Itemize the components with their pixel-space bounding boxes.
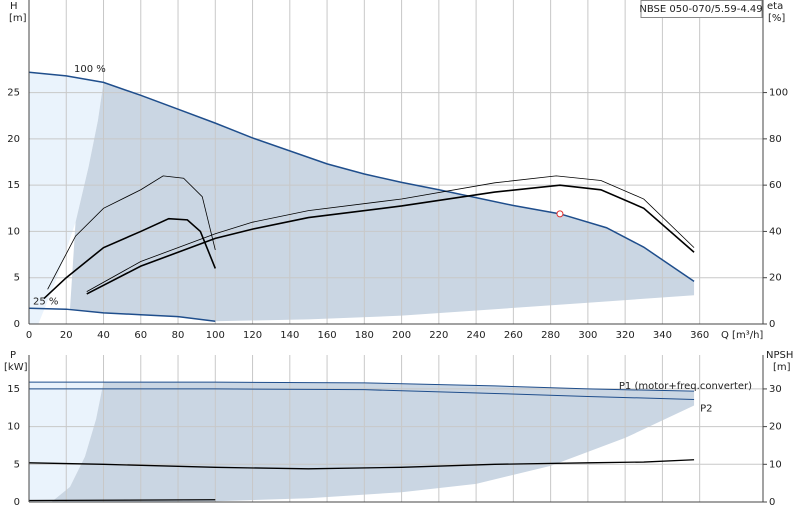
x-tick-label: 280 (541, 330, 560, 341)
y-tick-label: 25 (7, 88, 20, 99)
y2-tick-label: 60 (769, 180, 782, 191)
x-tick-label: 0 (26, 330, 32, 341)
curve (43, 217, 217, 300)
curve (86, 184, 695, 295)
y2-axis-label: NPSH (766, 350, 793, 361)
plot: P1 (motor+freq.converter) P2 0 5 10 15 0 10 20 30 (7, 355, 782, 508)
y2-axis-label: eta (767, 1, 783, 12)
y-tick-label: 15 (7, 180, 20, 191)
curve (29, 381, 695, 392)
x-tick-label: 200 (392, 330, 411, 341)
curve (29, 388, 695, 400)
y2-tick-label: 10 (769, 459, 782, 470)
x-tick-label: 20 (60, 330, 73, 341)
y-tick-label: 10 (7, 422, 20, 433)
x-tick-label: 100 (206, 330, 225, 341)
y-tick-label: 15 (7, 384, 20, 395)
y2-axis-unit: [m] (773, 362, 791, 373)
duty-point (556, 210, 564, 218)
title-box (640, 0, 763, 18)
y2-tick-label: 40 (769, 226, 782, 237)
y-axis-unit: [kW] (4, 362, 28, 373)
curve (28, 499, 216, 502)
x-tick-label: 260 (504, 330, 523, 341)
x-tick-label: 300 (578, 330, 597, 341)
area (51, 382, 695, 502)
x-tick-label: 120 (243, 330, 262, 341)
y2-tick-label: 0 (769, 497, 775, 508)
x-tick-label: 360 (690, 330, 709, 341)
curve (47, 175, 216, 290)
y-tick-label: 5 (14, 459, 20, 470)
y2-tick-label: 0 (769, 319, 775, 330)
y-axis-label: P (10, 350, 16, 361)
x-tick-label: 240 (467, 330, 486, 341)
curve-label: P1 (motor+freq.converter) (619, 381, 752, 392)
y-tick-label: 5 (14, 273, 20, 284)
y-tick-label: 0 (14, 497, 20, 508)
y-tick-label: 20 (7, 134, 20, 145)
x-tick-label: 320 (616, 330, 635, 341)
curve (86, 175, 695, 292)
y2-tick-label: 80 (769, 134, 782, 145)
x-tick-label: 80 (172, 330, 185, 341)
chart-title: NBSE 050-070/5.59-4.49 (639, 4, 762, 15)
curve (28, 459, 695, 470)
plot: 100 % 25 % 0 5 10 15 20 25 0 20 40 60 80 100 0 20 40 60 80… (7, 0, 788, 341)
y2-tick-label: 20 (769, 273, 782, 284)
y2-tick-label: 20 (769, 422, 782, 433)
curve (28, 307, 216, 322)
x-tick-label: 180 (355, 330, 374, 341)
curve (28, 71, 695, 283)
y2-tick-label: 100 (769, 88, 788, 99)
x-tick-label: 220 (429, 330, 448, 341)
x-tick-label: 40 (97, 330, 110, 341)
y-axis-label: H (10, 1, 18, 12)
y-tick-label: 10 (7, 226, 20, 237)
curve-label: P2 (700, 403, 712, 414)
curve-label: 25 % (33, 296, 58, 307)
x-tick-label: 160 (318, 330, 337, 341)
curve-label: 100 % (74, 64, 106, 75)
x-tick-label: 340 (653, 330, 672, 341)
x-axis-label: Q [m³/h] (721, 330, 763, 341)
y-tick-label: 0 (14, 319, 20, 330)
y2-tick-label: 30 (769, 384, 782, 395)
y2-axis-unit: [%] (768, 13, 785, 24)
x-tick-label: 60 (134, 330, 147, 341)
y-axis-unit: [m] (9, 13, 27, 24)
x-tick-label: 140 (280, 330, 299, 341)
